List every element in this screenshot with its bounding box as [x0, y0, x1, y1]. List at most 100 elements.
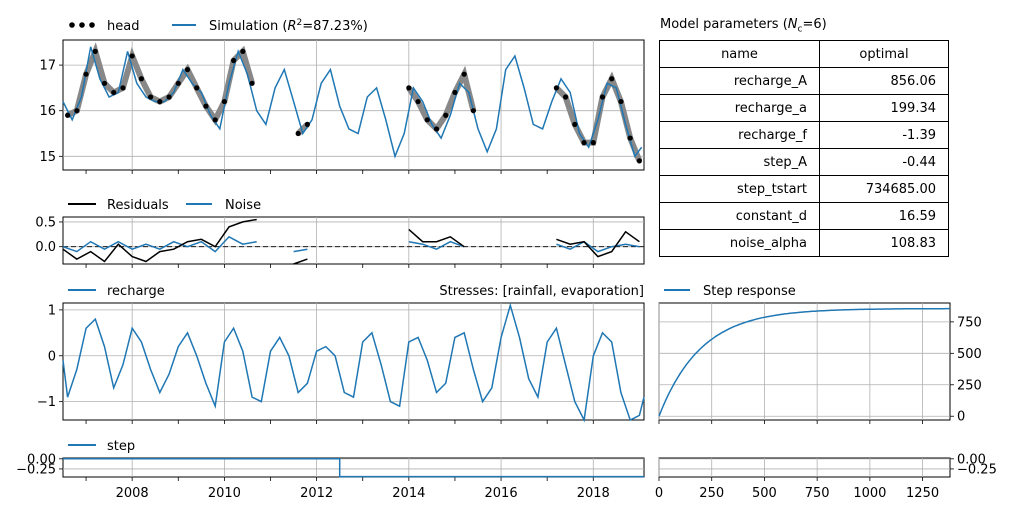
x-tick-label: 2010 — [208, 486, 241, 501]
step-response-legend: Step response — [664, 284, 796, 299]
head-point — [175, 80, 181, 86]
head-legend: head Simulation (R2=87.23%) — [69, 18, 368, 34]
recharge-line — [62, 302, 645, 423]
params-header-row: name optimal — [659, 40, 949, 68]
simulation-line — [62, 46, 643, 159]
residuals-line — [293, 258, 308, 265]
step-response-panel: 0 250 500 750 — [658, 302, 982, 425]
param-value: 16.59 — [819, 202, 949, 230]
head-point — [295, 130, 301, 137]
head-point — [599, 94, 606, 100]
step-response-legend-label: Step response — [703, 284, 796, 299]
head-point — [249, 80, 255, 86]
head-point — [138, 76, 144, 82]
y-tick-label: 750 — [957, 315, 982, 330]
stresses-annotation: Stresses: [rainfall, evaporation] — [439, 284, 644, 299]
head-legend-marker — [89, 22, 95, 28]
head-point — [111, 89, 117, 96]
param-value: 734685.00 — [819, 175, 949, 203]
params-row: constant_d 16.59 — [659, 202, 949, 230]
step-panel: 0.00−0.25 2008 2010 2012 2014 2016 2018 — [16, 452, 645, 501]
simulation-legend-label: Simulation (R2=87.23%) — [209, 18, 368, 34]
head-point — [221, 98, 227, 105]
x-tick-label: 250 — [699, 486, 724, 501]
param-name: constant_d — [659, 202, 820, 230]
y-tick-label: 0.0 — [35, 240, 56, 255]
params-row: recharge_A 856.06 — [659, 67, 949, 95]
x-tick-label: 750 — [805, 486, 830, 501]
residuals-legend: Residuals Noise — [68, 198, 261, 213]
step-response-block-panel: 0.00−0.25 0 250 500 750 1000 1250 — [655, 452, 997, 501]
y-tick-label: −0.25 — [957, 462, 997, 477]
x-tick-label: 2018 — [577, 486, 610, 501]
head-point — [406, 85, 412, 91]
y-tick-label: 15 — [39, 150, 56, 165]
param-name: step_tstart — [659, 175, 820, 203]
noise-line — [408, 240, 465, 251]
head-point — [231, 57, 237, 64]
param-value: 199.34 — [819, 94, 949, 122]
recharge-legend-label: recharge — [107, 284, 165, 299]
head-legend-marker — [79, 22, 85, 28]
y-tick-label: 0.5 — [35, 215, 56, 230]
step-legend: step — [68, 439, 135, 454]
head-point — [65, 112, 71, 118]
noise-line — [556, 240, 640, 253]
head-simulation-panel: 15 16 17 — [39, 39, 645, 174]
param-name: recharge_f — [659, 121, 820, 149]
head-point — [553, 85, 559, 91]
residuals-line — [62, 218, 257, 263]
param-value: -0.44 — [819, 148, 949, 176]
recharge-panel: −1 0 1 — [37, 302, 645, 424]
step-frame — [62, 457, 645, 478]
step-response-frame — [658, 302, 951, 421]
head-point — [461, 71, 467, 77]
residuals-panel: 0.5 0.0 — [35, 215, 645, 268]
head-point — [212, 117, 218, 123]
head-point — [101, 80, 108, 86]
y-tick-label: 16 — [39, 104, 56, 119]
head-point — [452, 89, 458, 96]
param-name: recharge_a — [659, 94, 820, 122]
head-point — [240, 48, 246, 55]
head-point — [129, 53, 135, 59]
head-point — [636, 158, 642, 164]
head-point — [424, 117, 430, 123]
x-tick-label: 500 — [752, 486, 777, 501]
step-line — [63, 458, 644, 478]
head-point — [563, 94, 569, 100]
head-point — [618, 98, 624, 105]
params-col-name: name — [659, 40, 820, 68]
head-point — [627, 135, 633, 141]
head-legend-label: head — [107, 19, 139, 34]
head-point — [304, 121, 310, 127]
param-value: 856.06 — [819, 67, 949, 95]
head-point — [203, 103, 209, 109]
params-col-optimal: optimal — [819, 40, 949, 68]
head-point — [148, 94, 154, 100]
head-point — [157, 98, 163, 105]
x-tick-label: 0 — [655, 486, 663, 501]
head-point — [581, 140, 587, 146]
x-tick-label: 1250 — [906, 486, 939, 501]
y-tick-label: 0 — [48, 349, 56, 364]
head-point — [590, 140, 596, 146]
head-point — [572, 121, 578, 127]
params-row: step_tstart 734685.00 — [659, 175, 949, 203]
head-point — [415, 98, 421, 105]
head-point — [470, 108, 476, 114]
step-legend-label: step — [107, 439, 135, 454]
y-tick-label: 0 — [957, 410, 965, 425]
step-response-block-frame — [658, 457, 951, 478]
param-value: -1.39 — [819, 121, 949, 149]
y-tick-label: 0.00 — [957, 452, 986, 467]
y-tick-label: 1 — [48, 303, 56, 318]
residuals-frame — [62, 216, 645, 265]
head-point — [184, 67, 191, 73]
x-tick-label: 2016 — [485, 486, 518, 501]
model-parameters-table: name optimal recharge_A 856.06 recharge_a 1… — [659, 40, 949, 257]
head-point — [609, 76, 615, 82]
param-name: recharge_A — [659, 67, 820, 95]
y-tick-label: 500 — [957, 347, 982, 362]
